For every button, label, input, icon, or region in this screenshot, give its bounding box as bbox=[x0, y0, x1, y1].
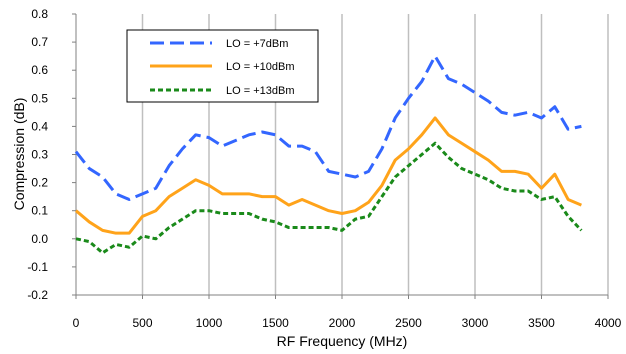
y-tick-label: 0.4 bbox=[31, 119, 48, 133]
legend-label-3: LO = +13dBm bbox=[226, 85, 295, 97]
y-tick-label: 0.5 bbox=[31, 91, 48, 105]
x-tick-label: 3500 bbox=[528, 316, 555, 330]
x-tick-label: 4000 bbox=[595, 316, 622, 330]
y-tick-label: 0.2 bbox=[31, 176, 48, 190]
x-tick-label: 2000 bbox=[329, 316, 356, 330]
y-tick-label: 0.1 bbox=[31, 204, 48, 218]
legend-label-1: LO = +7dBm bbox=[226, 38, 288, 50]
axes bbox=[72, 13, 609, 299]
y-tick-label: 0.8 bbox=[31, 7, 48, 21]
legend-label-2: LO = +10dBm bbox=[226, 61, 295, 73]
series-line-1 bbox=[74, 54, 582, 201]
y-tick-label: 0.6 bbox=[31, 63, 48, 77]
x-tick-label: 0 bbox=[73, 316, 80, 330]
y-tick-label: -0.2 bbox=[27, 288, 48, 302]
legend: LO = +7dBm LO = +10dBm LO = +13dBm bbox=[126, 29, 319, 103]
series-line-3 bbox=[75, 141, 583, 255]
x-tick-label: 3000 bbox=[462, 316, 489, 330]
y-tick-label: 0.3 bbox=[31, 148, 48, 162]
x-tick-label: 2500 bbox=[395, 316, 422, 330]
series-line-2 bbox=[75, 116, 582, 235]
y-tick-label: 0.0 bbox=[31, 232, 48, 246]
x-tick-label: 1500 bbox=[262, 316, 289, 330]
y-axis-title: Compression (dB) bbox=[11, 98, 27, 211]
x-tick-label: 1000 bbox=[196, 316, 223, 330]
y-tick-label: -0.1 bbox=[27, 260, 48, 274]
tick-labels: -0.2 -0.1 0.0 0.1 0.2 0.3 0.4 0.5 0.6 0.7 0.8 0 500 1… bbox=[27, 7, 621, 330]
series-lines bbox=[74, 54, 583, 255]
x-tick-label: 500 bbox=[132, 316, 152, 330]
y-tick-label: 0.7 bbox=[31, 35, 48, 49]
x-axis-title: RF Frequency (MHz) bbox=[277, 333, 408, 349]
